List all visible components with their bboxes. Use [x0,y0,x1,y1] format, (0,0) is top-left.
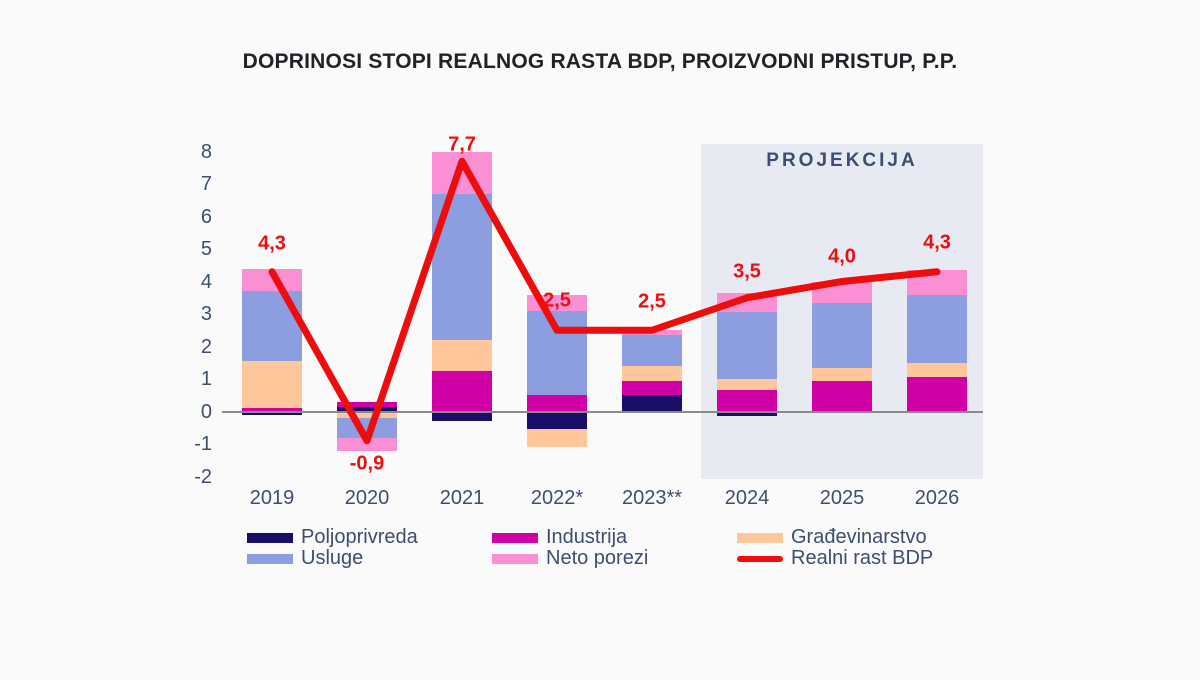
bar-segment-industrija [812,380,872,412]
x-axis-label: 2020 [344,487,390,509]
y-tick-label: 7 [200,173,212,195]
bar-segment-gradjevinarstvo [812,367,872,381]
y-tick-label: 6 [200,205,212,228]
line-value-label: 7,7 [448,133,476,156]
zero-axis-line [222,410,983,413]
legend-label: Usluge [301,547,364,569]
bar-segment-neto_porezi [812,281,872,303]
bar-segment-neto_porezi [717,292,777,313]
y-tick-label: 3 [200,303,212,325]
legend-label: Neto porezi [546,547,649,569]
line-value-label: 4,3 [258,232,286,255]
y-tick-label: 0 [200,400,212,423]
legend-item: Usluge [247,548,492,569]
y-tick-label: -2 [194,465,212,488]
bar-segment-usluge [337,418,397,438]
line-value-label: 4,3 [923,231,951,254]
line-value-label: 3,5 [733,260,761,283]
line-value-label: -0,9 [349,452,385,475]
bar-segment-industrija [622,380,682,396]
legend-item: Građevinarstvo [737,527,997,548]
bar-segment-gradjevinarstvo [622,366,682,381]
bar-segment-industrija [527,395,587,412]
x-axis-label: 2023** [621,487,683,509]
x-axis-label: 2022* [530,487,584,509]
y-tick-label: 4 [200,270,212,293]
y-tick-label: 1 [200,368,212,390]
bar-segment-industrija [907,377,967,412]
bar-segment-poljoprivreda [527,411,587,430]
legend-item: Poljoprivreda [247,527,492,548]
chart-title: DOPRINOSI STOPI REALNOG RASTA BDP, PROIZ… [242,50,958,73]
bar-segment-neto_porezi [907,270,967,295]
x-axis-label: 2024 [724,487,770,509]
bar-segment-usluge [242,291,302,362]
legend-swatch-usluge [247,553,293,564]
legend-label: Realni rast BDP [791,547,934,569]
bar-segment-usluge [432,193,492,340]
bar-segment-gradjevinarstvo [717,379,777,391]
legend-item: Realni rast BDP [737,548,997,569]
bar-segment-poljoprivreda [432,411,492,422]
x-axis-label: 2021 [439,487,485,509]
line-value-label: 2,5 [638,290,666,313]
legend-label: Građevinarstvo [791,526,927,548]
bar-segment-usluge [812,302,872,368]
legend-swatch-line [737,555,783,562]
bar-segment-industrija [432,370,492,412]
bar-segment-neto_porezi [337,437,397,451]
bar-segment-neto_porezi [432,151,492,194]
legend-label: Poljoprivreda [301,526,418,548]
bar-segment-usluge [717,312,777,379]
y-tick-label: -1 [194,433,212,455]
legend-swatch-poljoprivreda [247,532,293,543]
legend-item: Industrija [492,527,737,548]
bar-segment-gradjevinarstvo [907,362,967,378]
bar-segment-industrija [337,401,397,407]
bar-segment-neto_porezi [242,268,302,292]
legend-item: Neto porezi [492,548,737,569]
y-tick-label: 8 [200,140,212,163]
line-value-label: 2,5 [543,289,571,312]
bar-segment-usluge [907,294,967,363]
legend-swatch-gradjevinarstvo [737,532,783,543]
y-tick-label: 5 [200,238,212,260]
legend-label: Industrija [546,526,628,548]
bar-segment-gradjevinarstvo [432,340,492,371]
projection-label: PROJEKCIJA [766,150,918,171]
bar-segment-gradjevinarstvo [242,361,302,409]
chart-legend: Poljoprivreda Industrija Građevinarstvo Usl… [247,527,997,569]
bar-segment-neto_porezi [622,330,682,336]
bar-segment-industrija [717,390,777,412]
x-axis-label: 2019 [249,487,295,509]
bar-segment-gradjevinarstvo [527,429,587,448]
y-tick-label: 2 [200,335,212,358]
legend-swatch-industrija [492,532,538,543]
bar-segment-poljoprivreda [622,395,682,412]
bar-segment-usluge [527,310,587,396]
x-axis-label: 2025 [819,487,865,509]
legend-swatch-neto_porezi [492,553,538,564]
x-axis-label: 2026 [914,487,960,509]
bar-segment-usluge [622,335,682,366]
line-value-label: 4,0 [828,245,856,267]
